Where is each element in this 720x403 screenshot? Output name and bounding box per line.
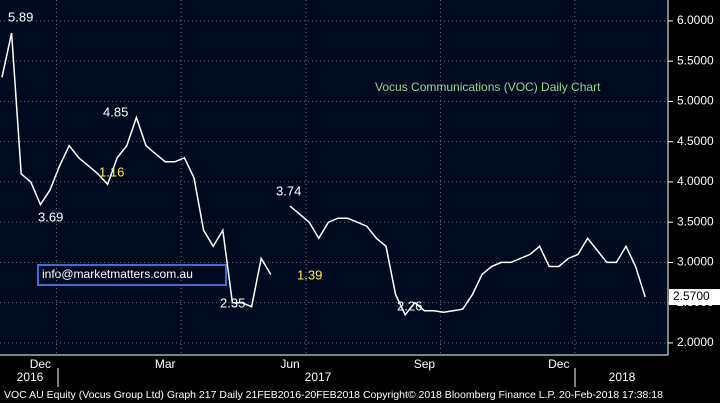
- footer: VOC AU Equity (Vocus Group Ltd) Graph 21…: [4, 389, 663, 401]
- x-tick-label: Dec: [30, 357, 51, 371]
- price-line: [1, 32, 646, 317]
- y-tick-label: 3.5000: [677, 214, 714, 228]
- plot-background: [0, 0, 668, 355]
- y-tick-label: 4.5000: [677, 134, 714, 148]
- annotation: 1.16: [99, 164, 124, 179]
- y-tick-label: 6.0000: [677, 13, 714, 27]
- x-tick-label: Sep: [414, 357, 436, 371]
- x-tick-label: Dec: [548, 357, 569, 371]
- annotation: 4.85: [103, 104, 128, 119]
- annotation: 2.26: [397, 298, 422, 313]
- last-price-label: 2.5700: [673, 289, 710, 303]
- x-tick-label: Mar: [155, 357, 176, 371]
- footer-band: [0, 387, 720, 403]
- y-tick-label: 3.0000: [677, 255, 714, 269]
- contact-box: [37, 264, 227, 286]
- contact: info@marketmatters.com.au: [42, 267, 193, 281]
- y-tick-label: 5.0000: [677, 94, 714, 108]
- y-tick-label: 4.0000: [677, 174, 714, 188]
- annotation: 1.39: [297, 267, 322, 282]
- year-label: 2017: [305, 370, 332, 384]
- year-label: 2018: [609, 370, 636, 384]
- chart-title: Vocus Communications (VOC) Daily Chart: [375, 80, 601, 94]
- y-tick-label: 5.5000: [677, 53, 714, 67]
- annotation: 3.74: [276, 183, 301, 198]
- annotation: 2.35: [220, 295, 245, 310]
- annotation: 5.89: [8, 9, 33, 24]
- year-label: 2016: [17, 370, 44, 384]
- y-tick-label: 2.0000: [677, 335, 714, 349]
- annotation: 3.69: [38, 209, 63, 224]
- last-price-box: [669, 289, 720, 306]
- x-tick-label: Jun: [280, 357, 299, 371]
